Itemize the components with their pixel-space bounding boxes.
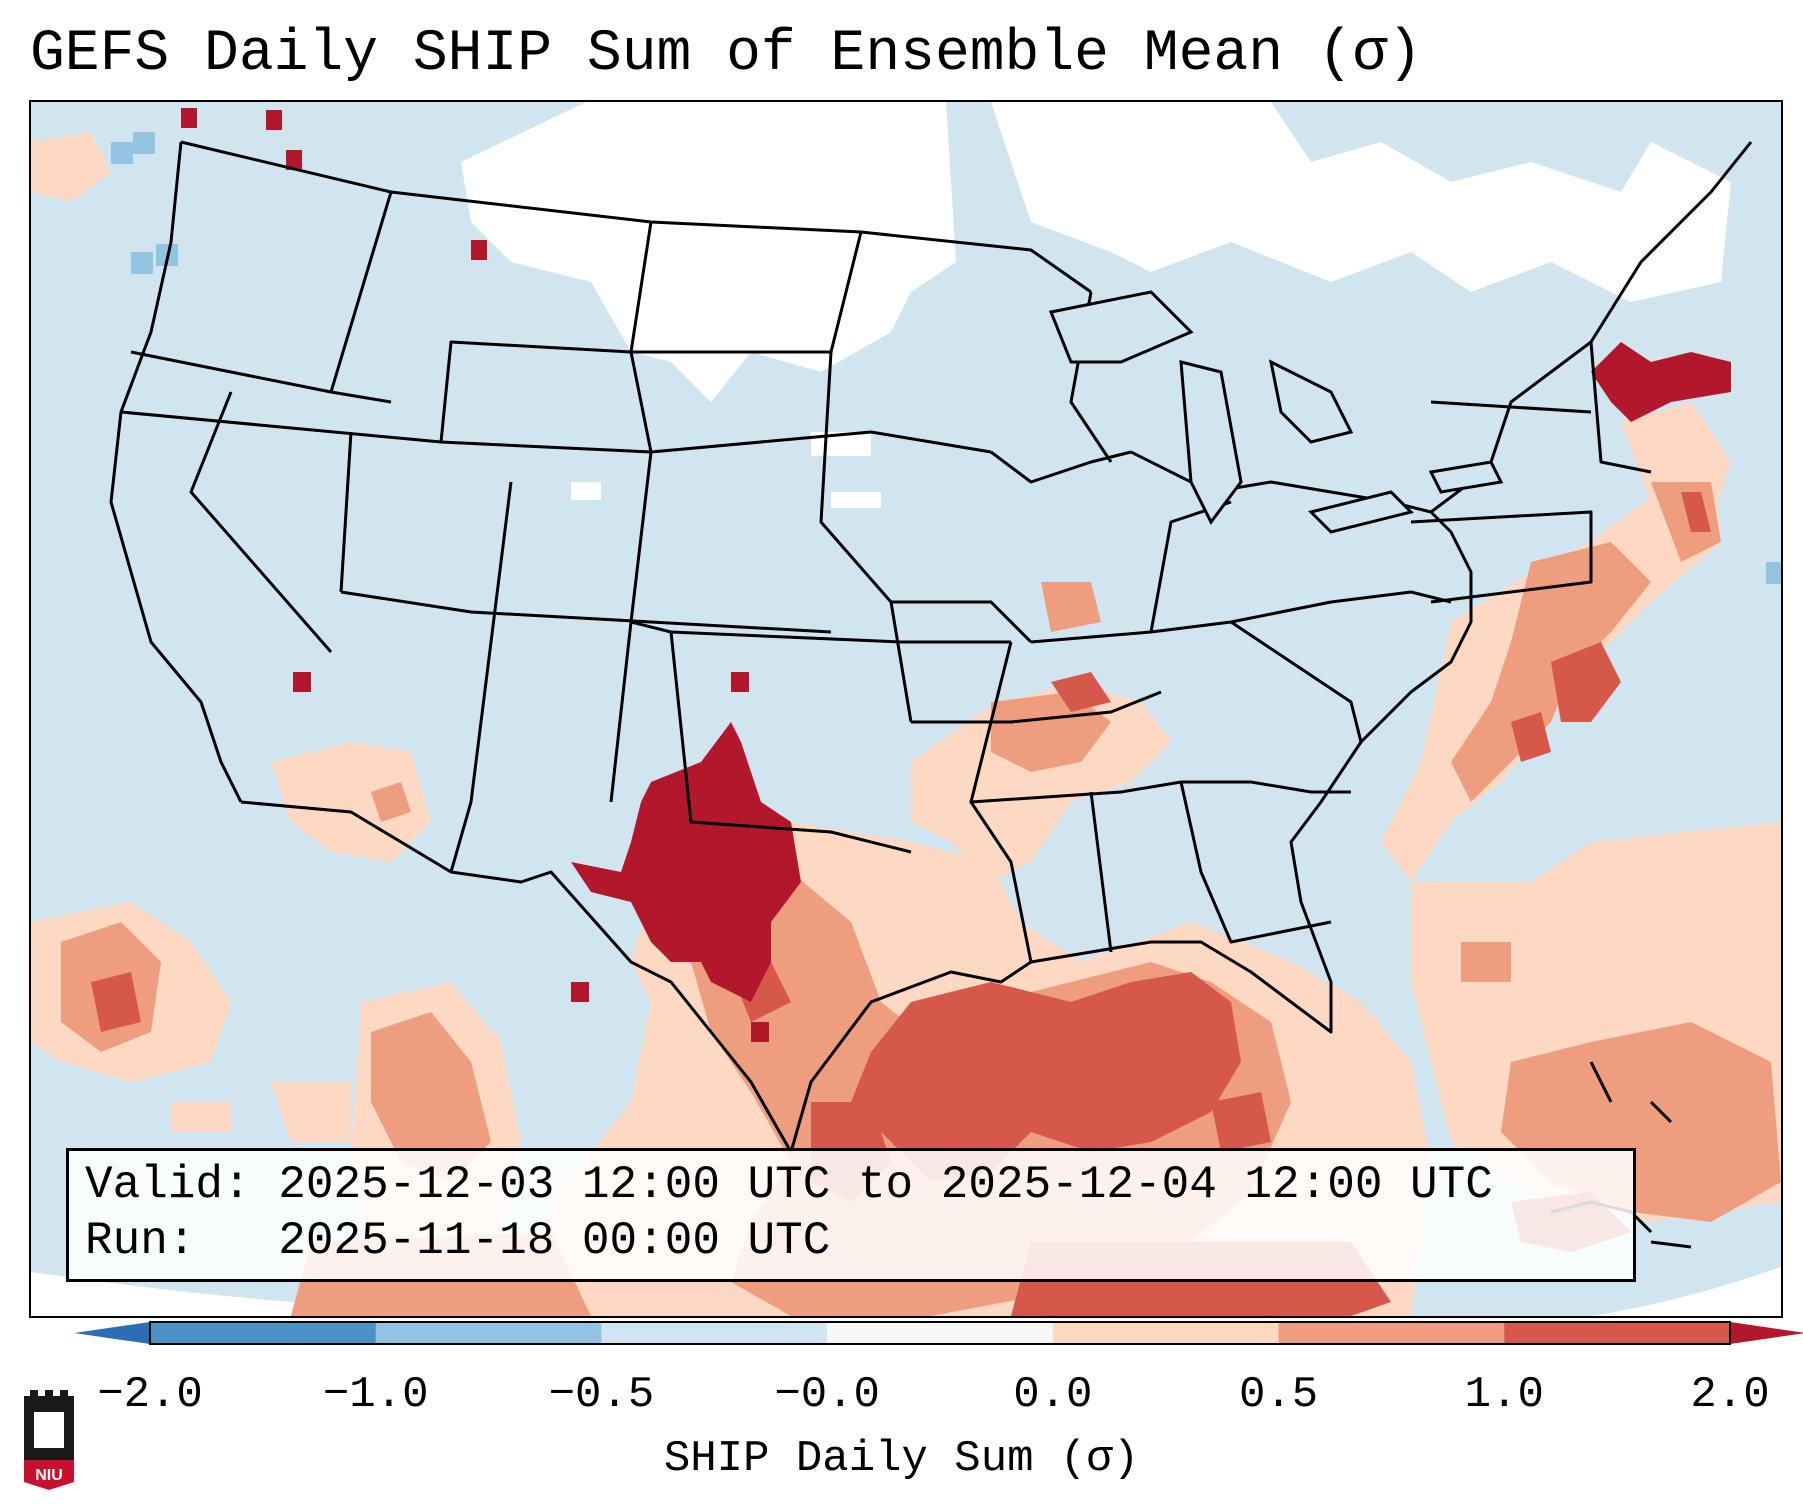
valid-line: Valid: 2025-12-03 12:00 UTC to 2025-12-0…: [85, 1159, 1493, 1211]
colorbar-cell: [1052, 1322, 1280, 1344]
valid-value: 2025-12-03 12:00 UTC to 2025-12-04 12:00…: [278, 1159, 1493, 1211]
political-boundaries: [109, 140, 1753, 1153]
colorbar-tick-label: 0.0: [1013, 1370, 1093, 1420]
colorbar-cell: [1504, 1322, 1731, 1344]
colorbar-extend-low: [74, 1322, 150, 1344]
great-lakes: [1048, 290, 1504, 534]
extreme-positive-areas: [181, 108, 1731, 1042]
colorbar-extend-high: [1730, 1322, 1803, 1344]
run-info-box: Valid: 2025-12-03 12:00 UTC to 2025-12-0…: [66, 1148, 1636, 1282]
colorbar-cell: [150, 1322, 377, 1344]
map-canvas: [31, 102, 1781, 1316]
colorbar-tick-label: 2.0: [1690, 1370, 1770, 1420]
colorbar-ticks: −2.0 −1.0 −0.5 −0.0 0.0 0.5 1.0 2.0: [0, 1370, 1803, 1430]
colorbar-tick-label: −2.0: [97, 1370, 203, 1420]
run-label: Run:: [85, 1215, 196, 1267]
colorbar-cell: [375, 1322, 602, 1344]
colorbar-label: SHIP Daily Sum (σ): [663, 1434, 1140, 1484]
valid-label: Valid:: [85, 1159, 251, 1211]
run-value: 2025-11-18 00:00 UTC: [278, 1215, 831, 1267]
map-panel: [29, 100, 1783, 1318]
colorbar-frame: [149, 1321, 1731, 1345]
colorbar-tick-label: −0.5: [548, 1370, 655, 1420]
svg-text:NIU: NIU: [35, 1467, 63, 1484]
colorbar: [74, 1321, 1803, 1345]
run-line: Run: 2025-11-18 00:00 UTC: [85, 1215, 830, 1267]
colorbar-tick-label: 1.0: [1464, 1370, 1544, 1420]
colorbar-tick-label: −1.0: [322, 1370, 429, 1420]
colorbar-cell: [827, 1322, 1054, 1344]
colorbar-tick-label: 0.5: [1238, 1370, 1319, 1420]
domain-corner-sw: [31, 1272, 631, 1316]
no-data-areas: [461, 102, 1731, 508]
niu-logo: NIU: [24, 1390, 74, 1490]
colorbar-cell: [601, 1322, 828, 1344]
colorbar-cells: [150, 1322, 1731, 1344]
colorbar-tick-label: −0.0: [774, 1370, 880, 1420]
chart-title: GEFS Daily SHIP Sum of Ensemble Mean (σ): [30, 22, 1423, 87]
colorbar-cell: [1278, 1322, 1505, 1344]
domain-corner-se: [1591, 1267, 1781, 1316]
